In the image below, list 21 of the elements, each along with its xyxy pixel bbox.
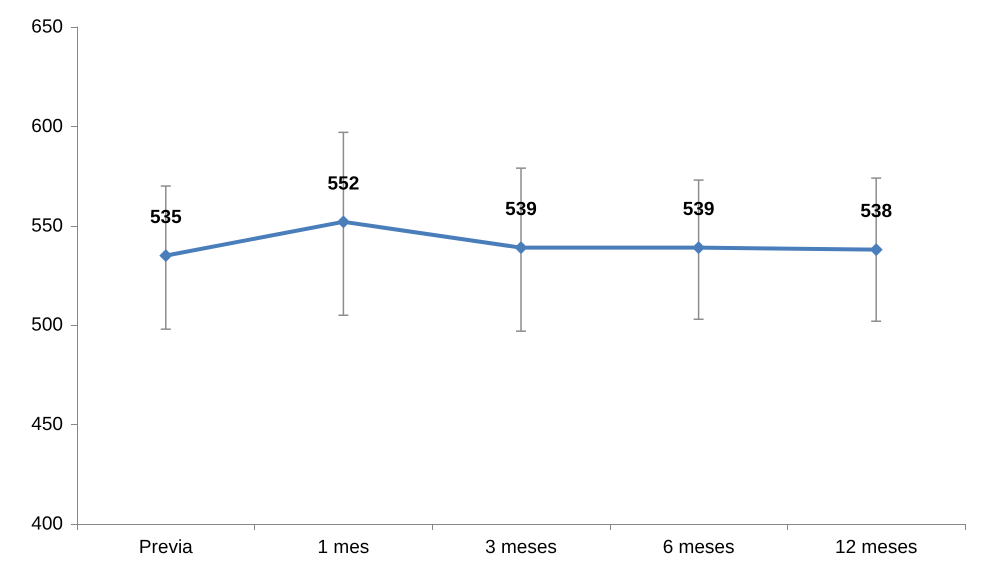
point (514, 241, 528, 254)
data-label: 539 (505, 199, 537, 220)
point (870, 243, 883, 256)
y-tick-label: 600 (31, 116, 63, 137)
point (692, 241, 706, 254)
y-tick-label: 650 (31, 16, 63, 38)
y-tick-label: 500 (31, 314, 63, 336)
x-tick-label: 1 mes (318, 537, 370, 558)
x-tick-label: 12 meses (835, 537, 918, 558)
x-tick-label: 6 meses (662, 537, 735, 558)
point (336, 215, 350, 228)
data-label: 538 (860, 201, 892, 222)
y-tick-label: 450 (31, 414, 63, 436)
x-tick-label: Previa (138, 537, 194, 558)
y-tick-label: 550 (31, 215, 63, 236)
data-label: 539 (682, 199, 714, 220)
y-tick-label: 400 (31, 514, 63, 534)
data-label: 552 (328, 173, 360, 194)
data-label: 535 (150, 207, 182, 228)
point (159, 249, 172, 262)
x-tick-label: 3 meses (485, 537, 557, 558)
